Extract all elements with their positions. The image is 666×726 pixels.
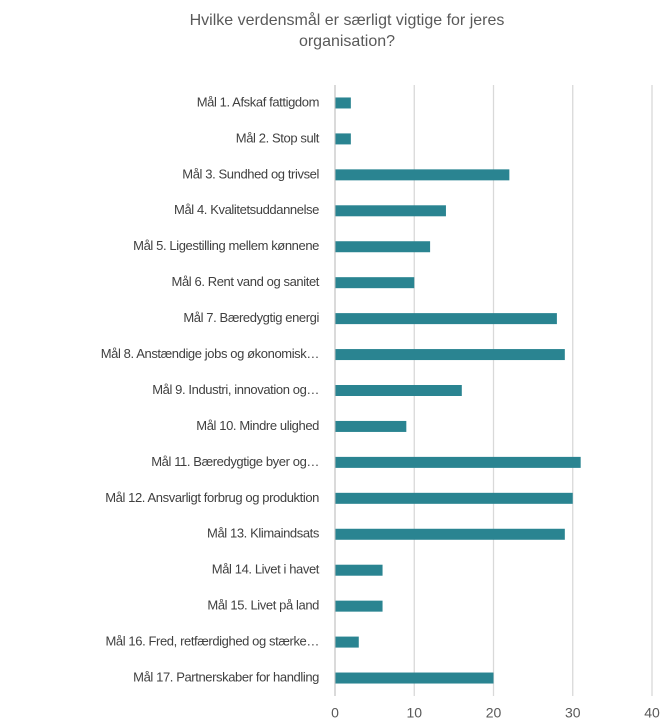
y-tick-label: Mål 9. Industri, innovation og… xyxy=(152,382,319,397)
bar xyxy=(335,385,462,396)
bar xyxy=(335,97,351,109)
bar xyxy=(335,672,494,684)
bar xyxy=(335,636,359,648)
y-tick-label: Mål 8. Anstændige jobs og økonomisk… xyxy=(101,346,319,361)
bar xyxy=(335,241,431,253)
bar xyxy=(335,600,383,612)
x-tick-label: 10 xyxy=(406,705,422,721)
bar xyxy=(335,169,510,181)
y-tick-label: Mål 10. Mindre ulighed xyxy=(196,418,319,433)
x-tick-label: 0 xyxy=(331,705,339,721)
y-tick-label: Mål 13. Klimaindsats xyxy=(207,526,320,541)
x-tick-label: 40 xyxy=(644,705,660,721)
bar xyxy=(335,564,383,576)
bar xyxy=(335,349,565,361)
y-tick-label: Mål 11. Bæredygtige byer og… xyxy=(151,454,319,469)
y-tick-label: Mål 16. Fred, retfærdighed og stærke… xyxy=(105,634,319,649)
y-tick-label: Mål 3. Sundhed og trivsel xyxy=(182,166,319,181)
y-tick-label: Mål 12. Ansvarligt forbrug og produktion xyxy=(105,490,319,505)
y-tick-label: Mål 6. Rent vand og sanitet xyxy=(172,274,320,289)
y-tick-label: Mål 2. Stop sult xyxy=(236,130,320,145)
chart-title: Hvilke verdensmål er særligt vigtige for… xyxy=(189,12,505,50)
bar xyxy=(335,133,351,145)
y-tick-label: Mål 14. Livet i havet xyxy=(212,562,320,577)
y-tick-label: Mål 15. Livet på land xyxy=(207,598,319,613)
x-tick-label: 30 xyxy=(565,705,581,721)
y-tick-label: Mål 1. Afskaf fattigdom xyxy=(197,94,319,109)
bar xyxy=(335,277,415,289)
y-tick-label: Mål 17. Partnerskaber for handling xyxy=(133,669,319,684)
bar xyxy=(335,528,565,540)
bar xyxy=(335,205,446,217)
y-tick-label: Mål 7. Bæredygtig energi xyxy=(183,310,319,325)
bar xyxy=(335,456,581,468)
bar xyxy=(335,313,557,325)
y-tick-label: Mål 4. Kvalitetsuddannelse xyxy=(174,202,319,217)
bar xyxy=(335,420,407,432)
bar xyxy=(335,492,573,504)
x-tick-label: 20 xyxy=(486,705,502,721)
y-tick-label: Mål 5. Ligestilling mellem kønnene xyxy=(133,238,319,253)
